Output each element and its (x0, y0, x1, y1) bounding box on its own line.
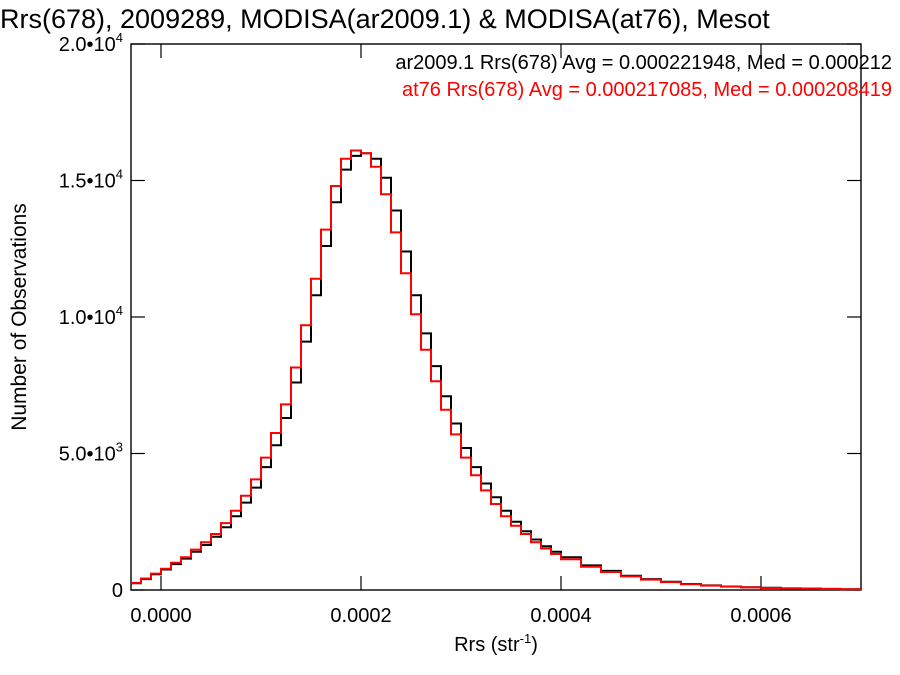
chart-title: Rrs(678), 2009289, MODISA(ar2009.1) & MO… (0, 4, 770, 34)
histogram-series-2 (131, 149, 862, 591)
x-axis-label: Rrs (str-1) (454, 631, 538, 656)
y-tick-label: 0 (112, 580, 123, 602)
y-tick-label: 1.5•104 (59, 167, 123, 193)
histogram-series-1 (131, 152, 862, 591)
x-tick-label: 0.0002 (330, 605, 391, 627)
x-tick-label: 0.0004 (530, 605, 591, 627)
y-axis-ticks: 0 5.0•103 1.0•104 1.5•104 2.0•104 (59, 30, 861, 602)
series-layer (131, 149, 862, 591)
y-axis-label: Number of Observations (8, 203, 31, 431)
x-axis-ticks: 0.0000 0.0002 0.0004 0.0006 (130, 44, 792, 627)
legend-entry-1: ar2009.1 Rrs(678) Avg = 0.000221948, Med… (395, 52, 892, 74)
legend-entry-2: at76 Rrs(678) Avg = 0.000217085, Med = 0… (402, 79, 892, 101)
x-tick-label: 0.0000 (130, 605, 191, 627)
y-tick-label: 1.0•104 (59, 303, 123, 329)
y-tick-label: 5.0•103 (59, 440, 123, 466)
x-tick-label: 0.0006 (730, 605, 791, 627)
y-tick-label: 2.0•104 (59, 30, 123, 56)
